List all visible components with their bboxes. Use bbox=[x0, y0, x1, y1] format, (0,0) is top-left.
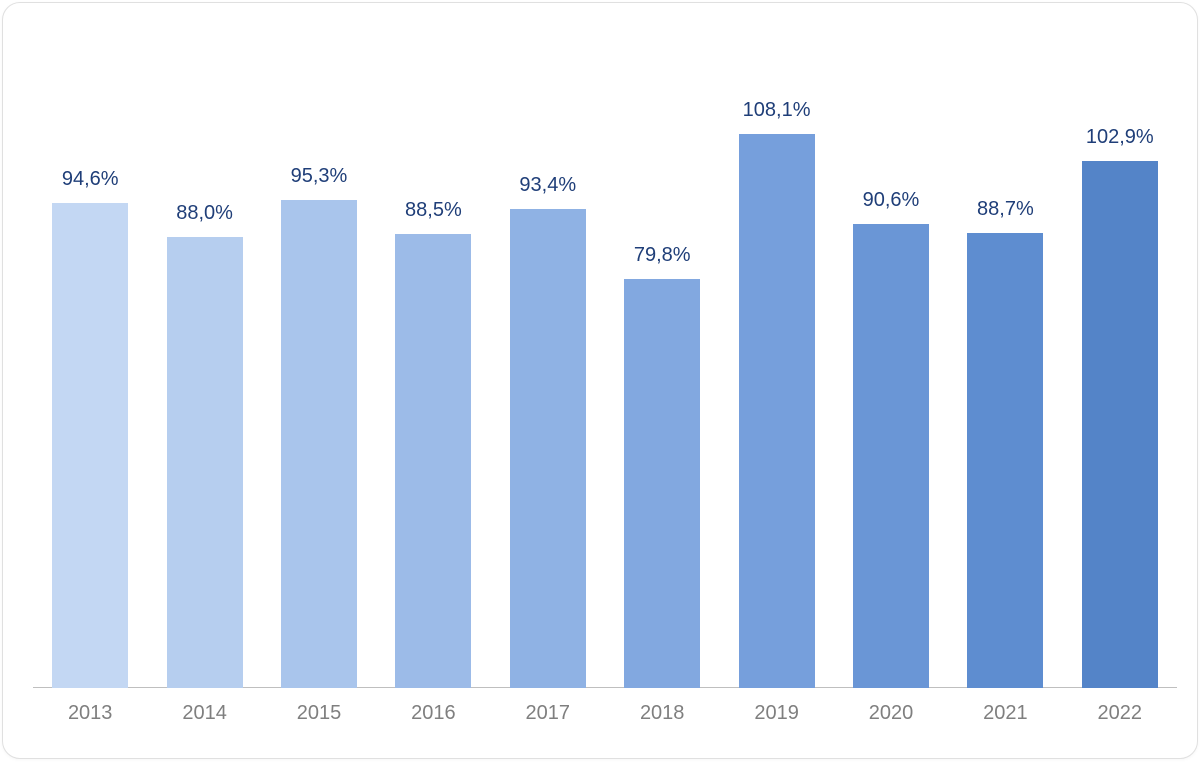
value-label: 94,6% bbox=[62, 168, 119, 191]
x-axis-label: 2015 bbox=[297, 702, 342, 725]
bar-slot: 88,0%2014 bbox=[147, 73, 261, 688]
value-label: 79,8% bbox=[634, 244, 691, 267]
plot-area: 94,6%201388,0%201495,3%201588,5%201693,4… bbox=[33, 73, 1177, 688]
bar bbox=[1082, 161, 1158, 688]
value-label: 88,7% bbox=[977, 198, 1034, 221]
bar bbox=[395, 234, 471, 688]
bar bbox=[510, 209, 586, 688]
x-axis-label: 2018 bbox=[640, 702, 685, 725]
bar bbox=[167, 237, 243, 688]
bar-slot: 108,1%2019 bbox=[719, 73, 833, 688]
chart-card: 94,6%201388,0%201495,3%201588,5%201693,4… bbox=[2, 2, 1198, 759]
bar-slot: 95,3%2015 bbox=[262, 73, 376, 688]
bar-slot: 88,5%2016 bbox=[376, 73, 490, 688]
x-axis-label: 2022 bbox=[1098, 702, 1143, 725]
bar-slot: 94,6%2013 bbox=[33, 73, 147, 688]
bar bbox=[624, 279, 700, 688]
bar-slot: 88,7%2021 bbox=[948, 73, 1062, 688]
x-axis-label: 2013 bbox=[68, 702, 113, 725]
bar-slot: 93,4%2017 bbox=[491, 73, 605, 688]
x-axis-label: 2016 bbox=[411, 702, 456, 725]
bar-slot: 90,6%2020 bbox=[834, 73, 948, 688]
bar bbox=[281, 200, 357, 688]
value-label: 88,0% bbox=[176, 202, 233, 225]
x-axis-label: 2019 bbox=[754, 702, 799, 725]
bar bbox=[52, 203, 128, 688]
value-label: 90,6% bbox=[863, 189, 920, 212]
bar bbox=[967, 233, 1043, 688]
bar bbox=[853, 224, 929, 688]
value-label: 95,3% bbox=[291, 165, 348, 188]
value-label: 88,5% bbox=[405, 199, 462, 222]
bar-slot: 79,8%2018 bbox=[605, 73, 719, 688]
x-axis-label: 2020 bbox=[869, 702, 914, 725]
value-label: 102,9% bbox=[1086, 126, 1154, 149]
x-axis-label: 2021 bbox=[983, 702, 1028, 725]
x-axis-label: 2017 bbox=[526, 702, 571, 725]
value-label: 93,4% bbox=[519, 174, 576, 197]
bars-container: 94,6%201388,0%201495,3%201588,5%201693,4… bbox=[33, 73, 1177, 688]
value-label: 108,1% bbox=[743, 99, 811, 122]
bar bbox=[739, 134, 815, 688]
bar-slot: 102,9%2022 bbox=[1063, 73, 1177, 688]
x-axis-label: 2014 bbox=[182, 702, 227, 725]
